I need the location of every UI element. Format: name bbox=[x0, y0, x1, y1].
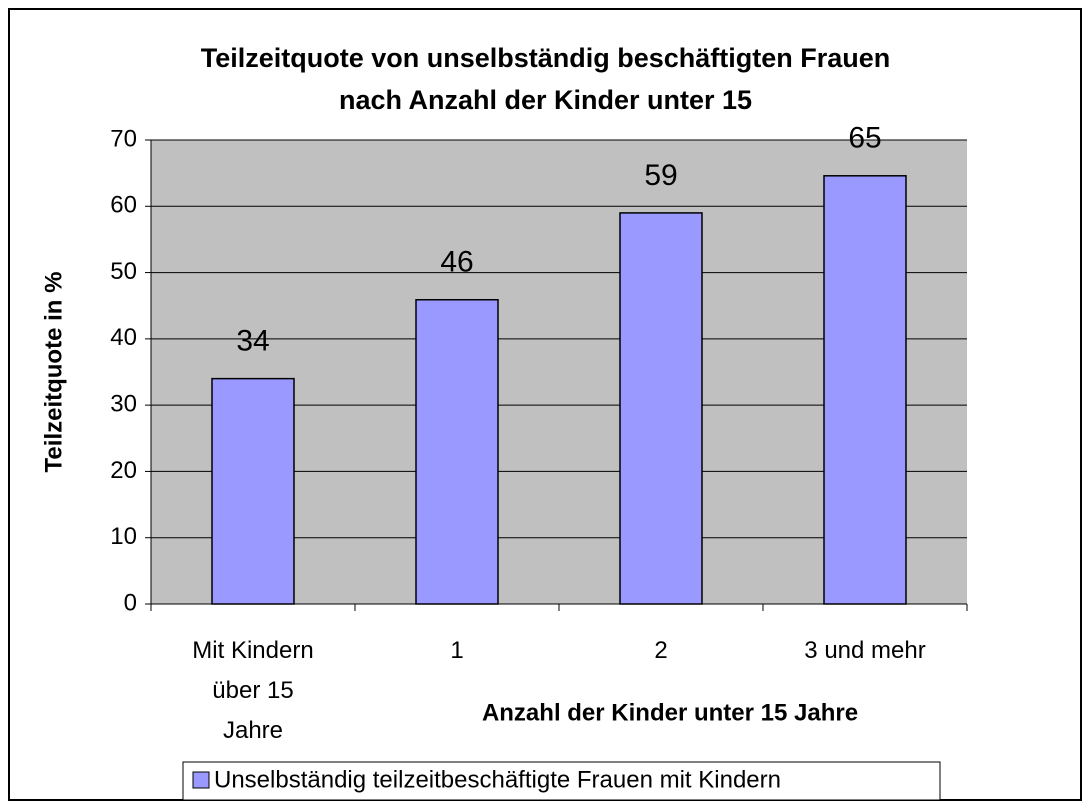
data-label: 65 bbox=[848, 122, 881, 155]
y-tick-label: 50 bbox=[110, 258, 137, 285]
chart-title: Teilzeitquote von unselbständig beschäft… bbox=[200, 43, 891, 115]
x-axis-label: Anzahl der Kinder unter 15 Jahre bbox=[482, 699, 858, 726]
legend-swatch bbox=[192, 771, 210, 789]
y-tick-label: 10 bbox=[110, 523, 137, 550]
data-label: 46 bbox=[440, 246, 473, 279]
legend-box bbox=[182, 761, 941, 801]
data-label: 59 bbox=[644, 159, 677, 192]
y-tick-label: 60 bbox=[110, 192, 137, 219]
bar bbox=[211, 377, 295, 605]
y-tick-label: 30 bbox=[110, 390, 137, 417]
x-tick-label: Mit Kindern über 15 Jahre bbox=[192, 637, 314, 744]
y-axis-label: Teilzeitquote in % bbox=[40, 272, 67, 473]
x-tick-label: 2 bbox=[654, 637, 668, 664]
bar bbox=[415, 298, 499, 605]
bar bbox=[619, 212, 703, 605]
y-tick-label: 0 bbox=[124, 589, 137, 616]
y-tick-label: 70 bbox=[110, 125, 137, 152]
y-tick-label: 20 bbox=[110, 457, 137, 484]
data-label: 34 bbox=[236, 325, 269, 358]
y-tick-label: 40 bbox=[110, 324, 137, 351]
x-tick-label: 3 und mehr bbox=[804, 637, 926, 664]
bar bbox=[823, 175, 907, 605]
x-tick-label: 1 bbox=[450, 637, 464, 664]
legend-label: Unselbständig teilzeitbeschäftigte Fraue… bbox=[214, 766, 781, 793]
